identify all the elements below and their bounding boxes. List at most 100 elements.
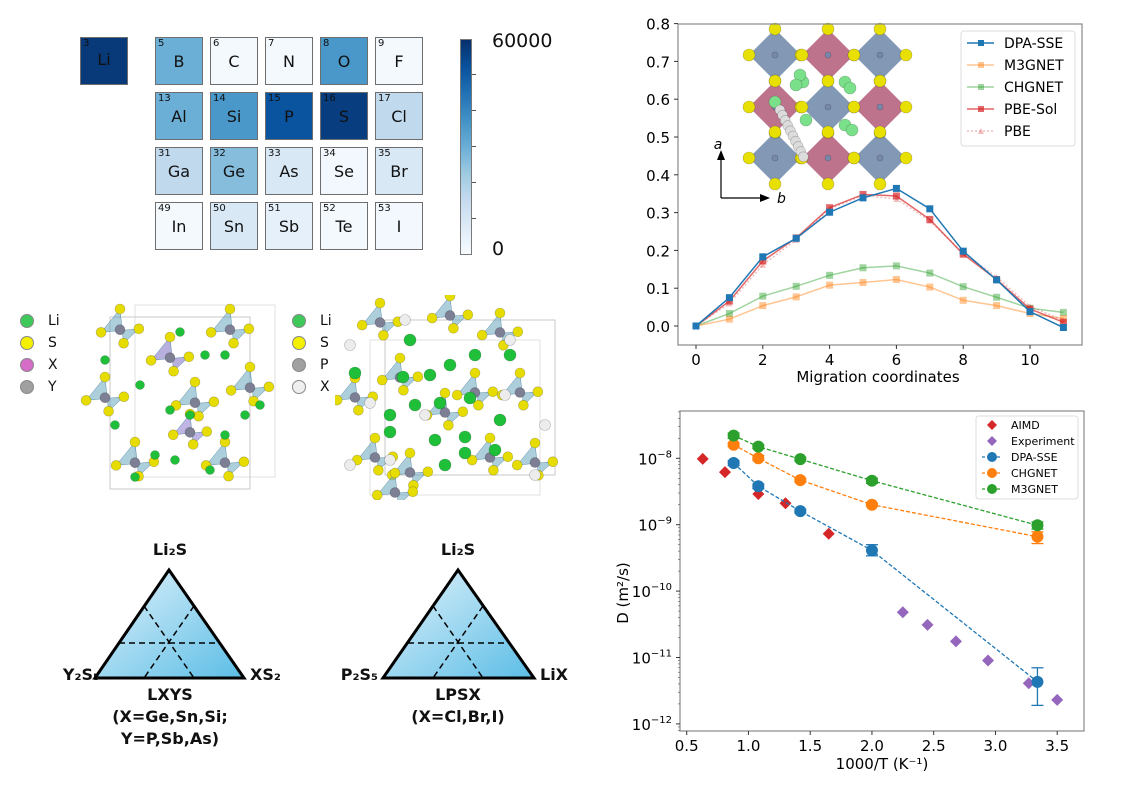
atomic-number: 33 [268,148,281,159]
s-atom-icon [292,336,306,350]
data-point [826,204,834,212]
atomic-number: 34 [323,148,336,159]
data-point [826,271,834,279]
axis-a-label: a [714,137,723,153]
atom [768,125,782,139]
series-line-chgnet [695,265,1064,327]
data-point [759,292,767,300]
atom [443,420,454,431]
y-tick-label: 10−8 [638,449,672,468]
legend-box [975,415,1079,500]
ternary-right-triangle [380,567,537,680]
data-point [692,322,700,330]
x-tick-label: 2.0 [860,737,884,755]
data-point [794,453,807,466]
data-point [892,276,900,284]
data-point [959,283,967,291]
atomic-number: 3 [83,38,90,49]
data-point [859,264,867,272]
element-cell-in: 49 In [155,202,203,250]
series-dpa-sse [727,456,1044,707]
atom [130,472,140,482]
data-point [993,302,1001,310]
y-tick-label: 0.6 [646,91,670,109]
y-tick-label: 0.5 [646,129,670,147]
data-point [725,315,733,323]
crystal-inset [742,22,913,191]
atom [821,22,835,36]
atom [742,100,756,114]
atom [150,450,160,460]
legend-marker-icon [978,40,984,46]
atom [444,295,456,302]
atom [504,334,516,346]
atom [220,430,230,440]
atom [493,413,507,427]
atom [503,348,517,362]
atom [529,469,541,481]
element-cell-al: 13 Al [155,92,203,140]
element-symbol: N [283,52,295,71]
atom [795,100,809,114]
atom [512,326,524,338]
atom [396,370,410,384]
atom [403,333,417,347]
legend-marker-icon [987,484,997,494]
p-atom-icon [292,358,306,372]
atomic-number: 14 [213,93,226,104]
atom [228,337,239,349]
atom [240,410,250,420]
element-symbol: Te [335,217,353,236]
atom [384,454,396,466]
atom [443,358,457,372]
atom [170,455,180,465]
atom [514,367,526,379]
data-point [892,262,900,270]
atom [349,392,361,403]
legend-label: M3GNET [1011,483,1058,496]
y-tick-label: 0.2 [646,242,670,260]
ternary-right-right-vertex: LiX [540,665,569,684]
data-point [1059,308,1067,316]
series-experiment [896,606,1064,706]
y-tick-label: 10−11 [632,649,672,668]
data-point [959,296,967,304]
y-atom-icon [20,380,34,394]
data-point [926,269,934,277]
colorbar-tick [472,146,476,147]
atom [768,95,782,109]
atom [439,407,451,418]
data-point [982,654,995,667]
atom [484,432,496,444]
element-cell-p: 15 P [265,92,313,140]
data-point [1051,693,1064,706]
data-point [759,302,767,310]
element-cell-si: 14 Si [210,92,258,140]
atom [529,437,541,449]
x-tick-label: 2.5 [922,737,946,755]
atom [768,177,782,191]
atom [412,371,424,382]
legend-label: CHGNET [1004,80,1063,96]
atom [200,350,210,360]
x-atom-icon [292,380,306,394]
atom [129,457,141,468]
atomic-number: 13 [158,93,171,104]
atom [114,303,126,315]
data-point [993,293,1001,301]
atom [458,430,472,444]
atom [224,303,236,315]
data-point [1031,519,1044,532]
data-point [794,474,807,487]
atom [189,397,201,408]
atom [407,486,419,497]
atomic-number: 16 [323,93,336,104]
ternary-left-triangle [92,567,247,680]
atom [488,443,502,457]
axis-b-label: b [777,191,786,207]
s-atom-icon [20,336,34,350]
data-point [759,257,767,265]
ternary-diagrams [92,567,537,680]
x-atom-icon [20,358,34,372]
atom [223,470,234,482]
